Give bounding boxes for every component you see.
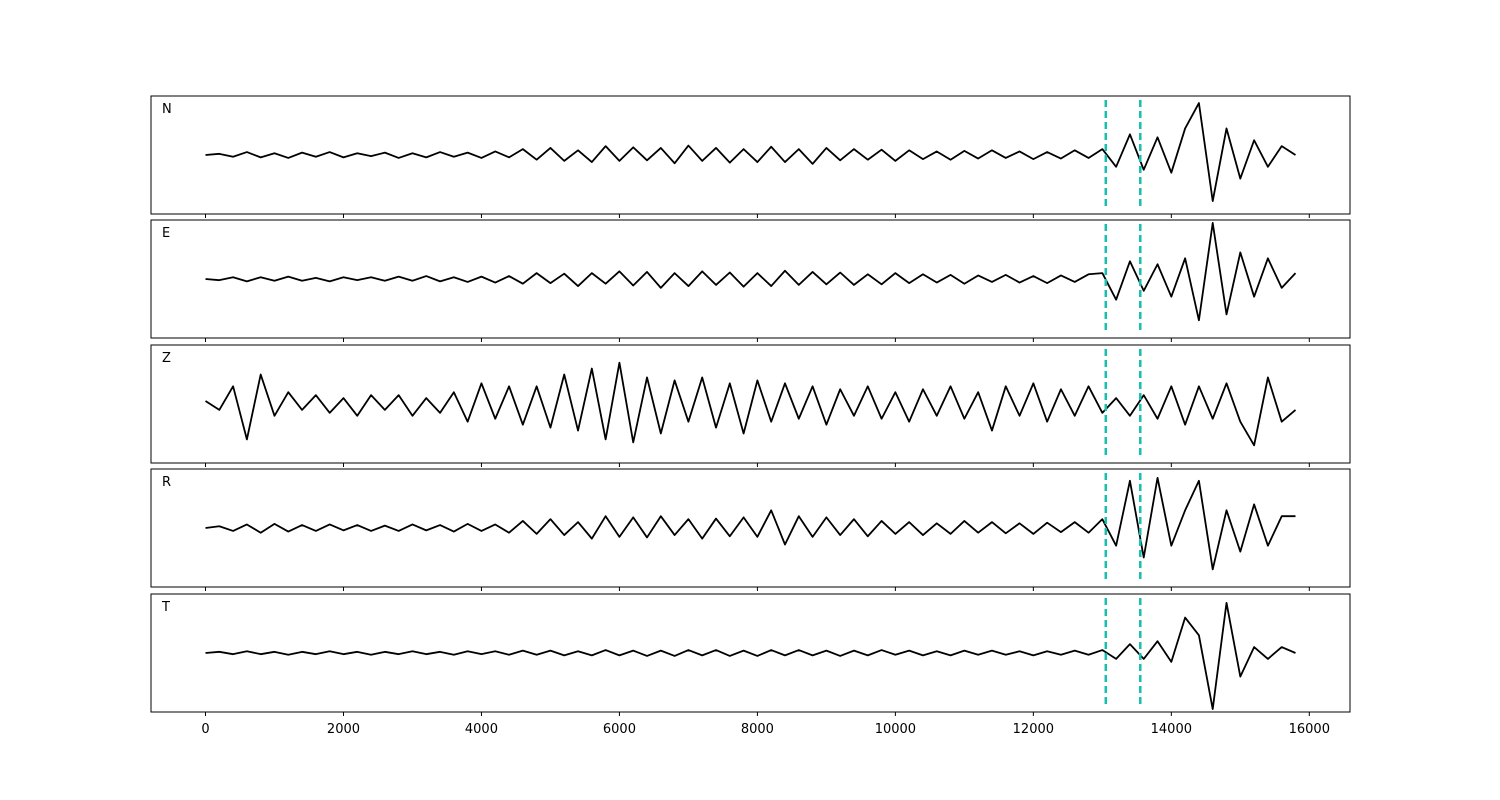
waveform	[205, 102, 1296, 202]
panel-label: E	[162, 226, 170, 241]
x-tick-label: 0	[201, 722, 209, 737]
panel-label: T	[161, 600, 170, 615]
panel-frame	[150, 344, 1351, 464]
x-tick-label: 4000	[465, 722, 498, 737]
waveform	[205, 601, 1296, 710]
panel-frame	[150, 593, 1351, 713]
waveform	[205, 222, 1297, 322]
x-tick-label: 6000	[603, 722, 636, 737]
waveform	[205, 361, 1297, 447]
x-tick-label: 16000	[1289, 722, 1330, 737]
panel-frame	[150, 468, 1351, 588]
x-tick-label: 12000	[1013, 722, 1054, 737]
panel-frame	[150, 219, 1351, 339]
x-tick-label: 2000	[327, 722, 360, 737]
x-tick-label: 14000	[1151, 722, 1192, 737]
panel-label: N	[162, 102, 172, 117]
panel-label: Z	[162, 351, 171, 366]
x-tick-label: 8000	[741, 722, 774, 737]
panel-frame	[150, 95, 1351, 215]
panel-label: R	[162, 475, 171, 490]
x-tick-label: 10000	[875, 722, 916, 737]
waveform	[205, 476, 1296, 571]
